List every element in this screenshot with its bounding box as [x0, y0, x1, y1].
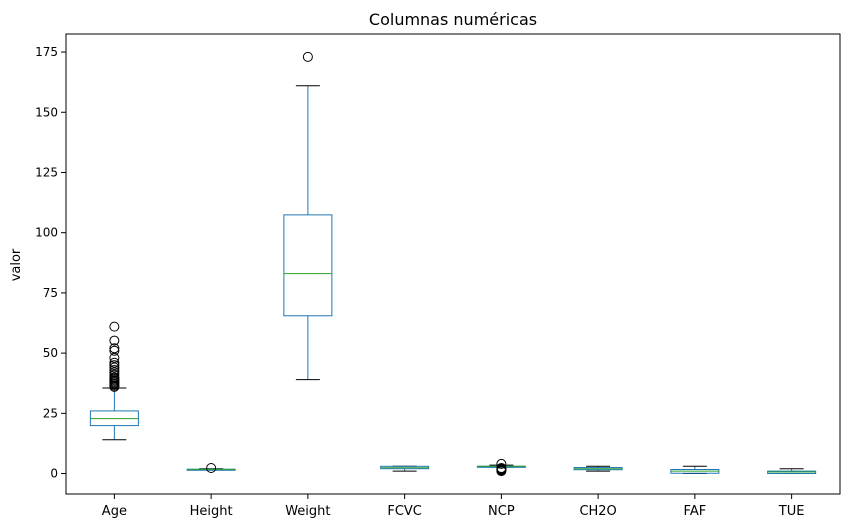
outlier-point	[109, 343, 120, 354]
outlier-point	[109, 367, 120, 378]
y-tick-label: 75	[43, 286, 58, 300]
x-tick-label: TUE	[778, 504, 805, 519]
x-tick-label: CH2O	[579, 504, 616, 519]
y-tick-label: 175	[35, 45, 58, 59]
outlier-point	[496, 458, 507, 469]
plot-frame	[65, 33, 841, 495]
plot-area: 0 25 50 75 100 125 150 175 Age Height Weight FCVC NC…	[35, 33, 841, 519]
x-tick-label: FAF	[684, 504, 707, 519]
x-tick-label: NCP	[488, 504, 515, 519]
outlier-point	[109, 362, 120, 373]
outlier-point	[109, 352, 120, 363]
outlier-point	[109, 345, 120, 356]
outlier-point	[496, 462, 507, 473]
x-tick-label: Age	[102, 504, 127, 519]
outlier-point	[109, 372, 120, 383]
outlier-point	[109, 357, 120, 368]
outlier-point	[109, 364, 120, 375]
x-tick-label: Height	[190, 504, 233, 519]
outlier-point	[109, 360, 120, 371]
y-axis-label: valor	[9, 248, 24, 281]
y-tick-label: 25	[43, 406, 58, 420]
outlier-point	[109, 369, 120, 380]
y-tick-label: 0	[50, 467, 58, 481]
y-tick-label: 100	[35, 226, 58, 240]
outlier-point	[109, 321, 120, 332]
y-tick-label: 125	[35, 165, 58, 179]
box-weight	[283, 214, 333, 317]
outlier-point	[109, 335, 120, 346]
outlier-point	[206, 462, 217, 473]
x-tick-label: Weight	[285, 504, 330, 519]
chart-title: Columnas numéricas	[369, 10, 537, 29]
x-tick-label: FCVC	[387, 504, 422, 519]
outlier-point	[302, 51, 313, 62]
y-tick-label: 150	[35, 105, 58, 119]
y-tick-label: 50	[43, 346, 58, 360]
